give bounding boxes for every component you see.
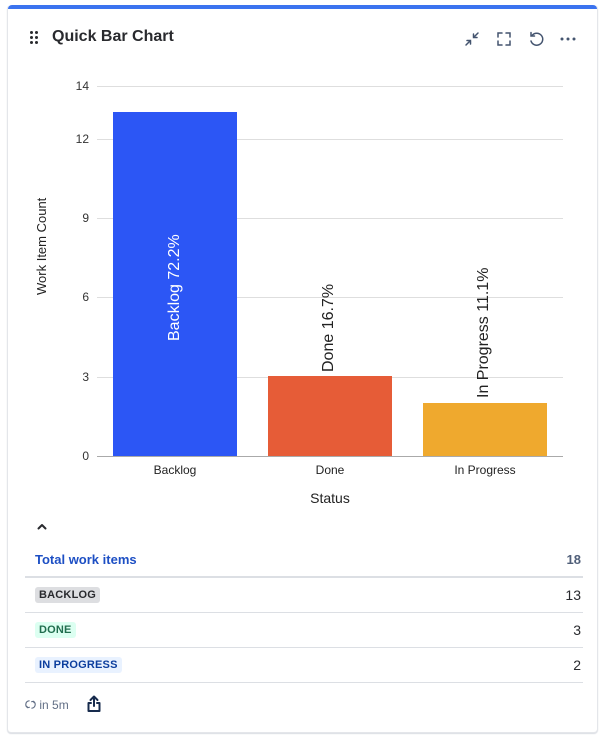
y-axis-title: Work Item Count bbox=[34, 197, 49, 295]
gridline bbox=[97, 139, 563, 140]
more-icon[interactable] bbox=[558, 29, 578, 49]
status-lozenge-backlog: BACKLOG bbox=[35, 587, 101, 603]
total-value: 18 bbox=[566, 552, 581, 567]
gadget-title: Quick Bar Chart bbox=[52, 28, 174, 45]
y-tick: 6 bbox=[82, 290, 89, 304]
auto-refresh-icon bbox=[25, 700, 36, 709]
table-row[interactable]: IN PROGRESS 2 bbox=[25, 656, 583, 676]
row-value: 2 bbox=[573, 657, 581, 673]
divider bbox=[25, 682, 583, 683]
status-lozenge-in-progress: IN PROGRESS bbox=[35, 657, 122, 673]
fullscreen-icon[interactable] bbox=[494, 29, 514, 49]
share-icon[interactable] bbox=[86, 695, 102, 713]
bar-label-in-progress: In Progress 11.1% bbox=[475, 267, 492, 398]
x-axis-line bbox=[97, 456, 563, 457]
gadget-card: Quick Bar Chart 14 12 bbox=[7, 5, 598, 733]
collapse-chevron-up-icon[interactable] bbox=[35, 520, 49, 534]
y-tick: 3 bbox=[82, 370, 89, 384]
y-tick: 9 bbox=[82, 211, 89, 225]
bar-done[interactable] bbox=[268, 376, 392, 456]
x-tick: Done bbox=[315, 463, 345, 477]
bar-chart: 14 12 9 6 3 0 Work Item Count Backlog 72… bbox=[8, 5, 597, 515]
auto-refresh-status: in 5m bbox=[25, 698, 69, 712]
refresh-icon[interactable] bbox=[526, 29, 546, 49]
y-tick: 14 bbox=[75, 79, 89, 93]
x-axis-title: Status bbox=[310, 490, 350, 506]
x-tick: Backlog bbox=[153, 463, 197, 477]
bar-label-done: Done 16.7% bbox=[320, 283, 337, 372]
status-lozenge-done: DONE bbox=[35, 622, 76, 638]
refresh-text: in 5m bbox=[39, 698, 69, 712]
total-label[interactable]: Total work items bbox=[35, 552, 137, 567]
gridline bbox=[97, 297, 563, 298]
bar-backlog[interactable] bbox=[113, 112, 237, 456]
divider bbox=[25, 612, 583, 613]
bar-label-backlog: Backlog 72.2% bbox=[166, 234, 183, 341]
divider bbox=[25, 647, 583, 648]
gadget-header: Quick Bar Chart bbox=[8, 27, 597, 51]
x-tick: In Progress bbox=[454, 463, 516, 477]
row-value: 13 bbox=[565, 587, 581, 603]
y-tick: 0 bbox=[82, 449, 89, 463]
bar-in-progress[interactable] bbox=[423, 403, 547, 456]
minimize-icon[interactable] bbox=[462, 29, 482, 49]
gridline bbox=[97, 218, 563, 219]
divider bbox=[25, 576, 583, 578]
row-value: 3 bbox=[573, 622, 581, 638]
total-row: Total work items 18 bbox=[25, 552, 583, 570]
drag-handle-icon[interactable] bbox=[30, 31, 40, 47]
gridline bbox=[97, 86, 563, 87]
y-tick: 12 bbox=[75, 132, 89, 146]
table-row[interactable]: BACKLOG 13 bbox=[25, 586, 583, 606]
accent-bar bbox=[8, 5, 597, 9]
table-row[interactable]: DONE 3 bbox=[25, 621, 583, 641]
